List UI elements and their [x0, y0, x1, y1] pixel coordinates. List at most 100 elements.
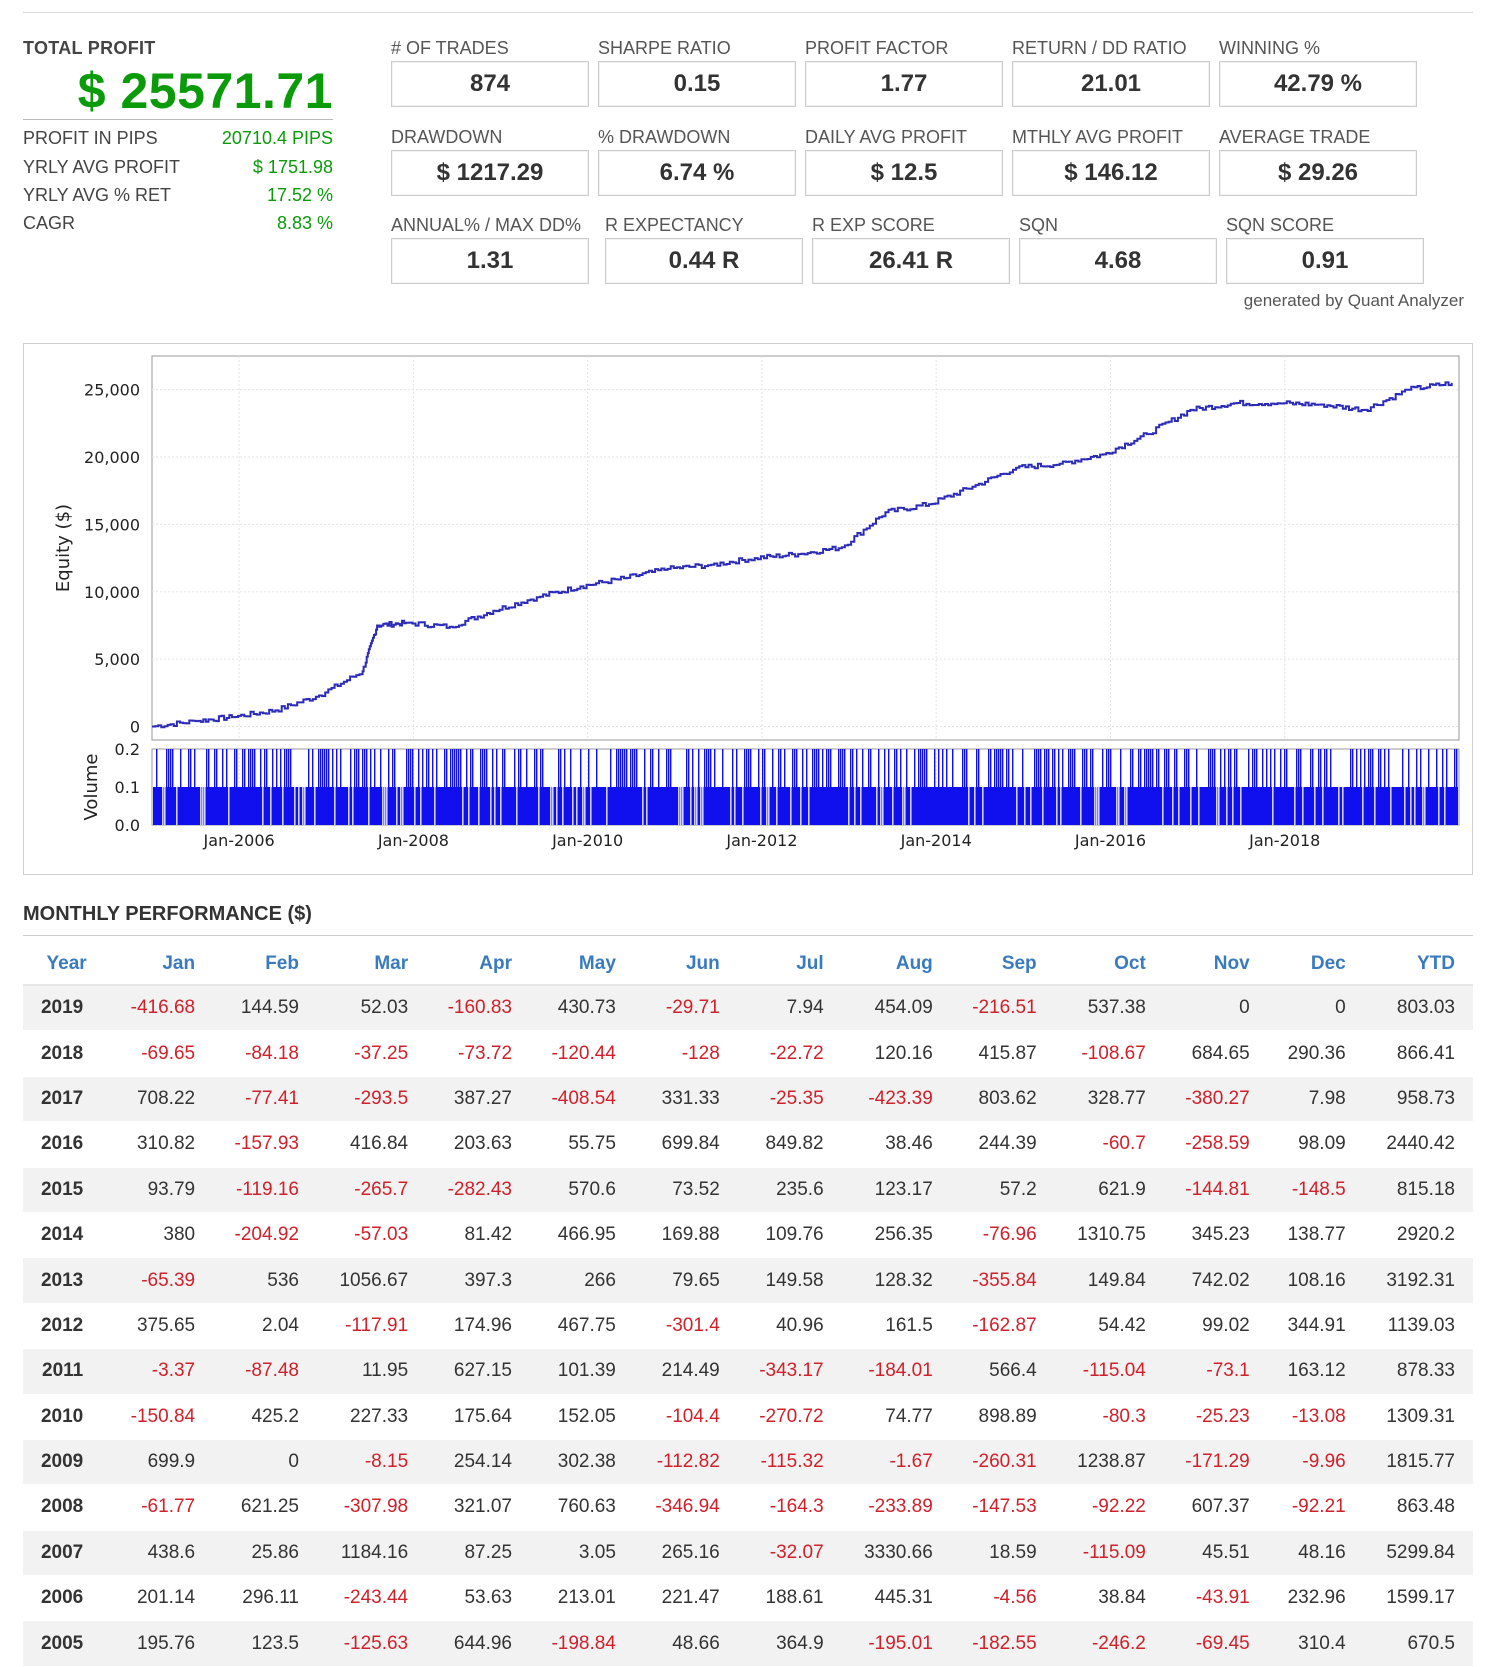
metric-r-exp-score: R EXP SCORE 26.41 R — [812, 215, 1010, 284]
value-cell: -108.67 — [1054, 1030, 1164, 1077]
volume-gap — [396, 787, 398, 825]
volume-bar — [1168, 749, 1170, 787]
volume-bar — [736, 749, 738, 787]
volume-gap — [382, 787, 384, 825]
volume-bar — [406, 749, 408, 787]
volume-bar — [1230, 749, 1232, 787]
summary-item-value: 8.83 % — [276, 213, 333, 233]
volume-gap — [776, 787, 778, 825]
value-cell: 1184.16 — [316, 1530, 427, 1577]
volume-bar — [1384, 749, 1386, 787]
volume-gap — [304, 787, 306, 825]
value-cell: -92.22 — [1054, 1484, 1164, 1531]
volume-gap — [1190, 787, 1192, 825]
volume-bar — [704, 749, 706, 787]
volume-gap — [462, 787, 464, 825]
value-cell: 815.18 — [1363, 1167, 1473, 1213]
column-header-year: Year — [23, 944, 110, 986]
metric-r-expectancy: R EXPECTANCY 0.44 R — [605, 215, 803, 284]
value-cell: -117.91 — [316, 1303, 427, 1350]
volume-bar — [988, 749, 990, 787]
value-cell: 621.9 — [1054, 1167, 1164, 1213]
volume-gap — [1422, 787, 1424, 825]
volume-bar — [366, 749, 368, 787]
volume-gap — [642, 787, 644, 825]
metric-monthly-avg-profit: MTHLY AVG PROFIT $ 146.12 — [1012, 127, 1210, 196]
volume-gap — [694, 787, 696, 825]
volume-gap — [696, 787, 698, 825]
volume-gap — [1098, 787, 1100, 825]
x-tick-label: Jan-2010 — [551, 831, 623, 850]
volume-bar — [616, 749, 618, 787]
value-cell: 328.77 — [1054, 1076, 1164, 1123]
volume-gap — [646, 787, 648, 825]
volume-gap — [302, 787, 304, 825]
volume-bar — [1046, 749, 1048, 787]
volume-bar — [388, 749, 390, 787]
volume-axis-label: Volume — [81, 754, 102, 821]
table-row: 2016 310.82 -157.93 416.84 203.63 55.75 699.84… — [23, 1121, 1473, 1168]
volume-gap — [808, 787, 810, 825]
value-cell: 152.05 — [530, 1394, 634, 1440]
equity-chart-panel: 0 5,000 10,000 15,000 20,000 25,000 Equity ($… — [23, 343, 1473, 875]
volume-bar — [914, 749, 916, 787]
volume-bar — [888, 749, 890, 787]
volume-gap — [1226, 787, 1228, 825]
year-cell: 2012 — [23, 1303, 110, 1350]
volume-bar — [412, 749, 414, 787]
volume-gap — [572, 787, 574, 825]
volume-bar — [744, 749, 746, 787]
volume-bar — [692, 749, 694, 787]
value-cell: 203.63 — [426, 1121, 531, 1168]
value-cell: -80.3 — [1054, 1394, 1164, 1440]
value-cell: -125.63 — [316, 1620, 427, 1667]
value-cell: 57.2 — [950, 1167, 1055, 1213]
volume-bar — [1262, 749, 1264, 787]
value-cell: 684.65 — [1163, 1030, 1268, 1077]
value-cell: 99.02 — [1163, 1303, 1268, 1350]
metric-value: 0.15 — [598, 61, 796, 107]
value-cell: 375.65 — [109, 1303, 214, 1350]
value-cell: 454.09 — [841, 985, 951, 1032]
volume-bar — [170, 749, 172, 787]
metric-label: % DRAWDOWN — [598, 127, 731, 147]
volume-bar — [1012, 749, 1014, 787]
volume-bar — [1082, 749, 1084, 787]
value-cell: 254.14 — [426, 1439, 531, 1486]
volume-bar — [290, 749, 292, 787]
volume-bar — [1296, 749, 1298, 787]
volume-gap — [400, 787, 402, 825]
volume-gap — [910, 787, 912, 825]
volume-bar — [534, 749, 536, 787]
volume-gap — [1424, 787, 1426, 825]
volume-bar — [486, 749, 488, 787]
value-cell: 1815.77 — [1363, 1439, 1473, 1486]
table-header-row: Year Jan Feb Mar Apr May Jun Jul Aug Sep Oct Nov Dec… — [23, 944, 1473, 986]
value-cell: -408.54 — [530, 1076, 634, 1123]
column-header-may: May — [530, 944, 634, 986]
volume-bar — [994, 749, 996, 787]
volume-gap — [434, 787, 436, 825]
value-cell: 607.37 — [1163, 1484, 1268, 1531]
volume-bar — [484, 749, 486, 787]
metric-label: DAILY AVG PROFIT — [805, 127, 968, 147]
volume-gap — [1218, 787, 1220, 825]
volume-tick-label: 0.1 — [115, 778, 140, 797]
value-cell: 1139.03 — [1363, 1303, 1473, 1350]
value-cell: 803.03 — [1363, 985, 1473, 1032]
volume-bar — [1174, 749, 1176, 787]
value-cell: 1238.87 — [1054, 1439, 1164, 1486]
volume-bar — [896, 749, 898, 787]
column-header-nov: Nov — [1163, 944, 1268, 986]
volume-gap — [334, 787, 336, 825]
value-cell: -246.2 — [1054, 1620, 1164, 1667]
metric-annual-max-dd: ANNUAL% / MAX DD% 1.31 — [391, 215, 589, 284]
volume-bar — [838, 749, 840, 787]
value-cell: 45.51 — [1163, 1530, 1268, 1577]
value-cell: -216.51 — [950, 985, 1055, 1032]
volume-bar — [946, 749, 948, 787]
volume-bar — [514, 749, 516, 787]
value-cell: -73.72 — [426, 1030, 531, 1077]
volume-bar — [272, 749, 274, 787]
metric-label: WINNING % — [1219, 38, 1320, 58]
